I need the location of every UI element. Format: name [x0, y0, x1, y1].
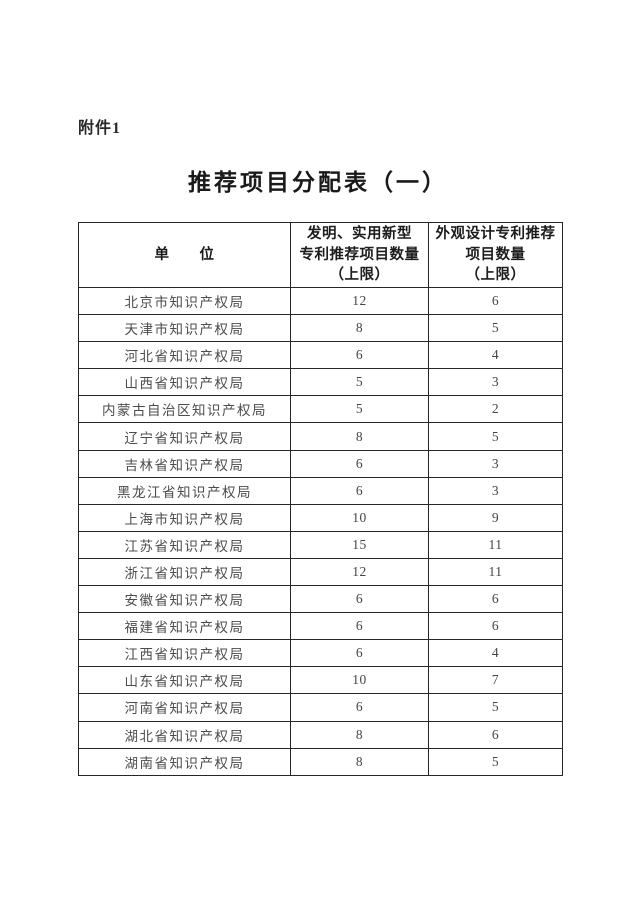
unit-cell: 北京市知识产权局: [78, 286, 291, 316]
design-quota-cell: 6: [428, 585, 563, 614]
invention-quota-cell: 10: [290, 503, 429, 532]
design-quota-cell: 3: [428, 368, 563, 397]
table-row: 湖北省知识产权局 8 6: [78, 720, 563, 749]
header-unit: 单 位: [78, 222, 291, 288]
design-quota-cell: 5: [428, 422, 563, 451]
design-quota-cell: 6: [428, 612, 563, 641]
invention-quota-cell: 6: [290, 341, 429, 370]
unit-cell: 湖南省知识产权局: [78, 747, 291, 776]
table-row: 辽宁省知识产权局 8 5: [78, 422, 563, 451]
unit-cell: 河北省知识产权局: [78, 341, 291, 370]
table-row: 北京市知识产权局 12 6: [78, 286, 563, 316]
invention-quota-cell: 6: [290, 476, 429, 505]
invention-quota-cell: 5: [290, 368, 429, 397]
table-row: 江苏省知识产权局 15 11: [78, 530, 563, 559]
invention-quota-cell: 6: [290, 585, 429, 614]
unit-cell: 浙江省知识产权局: [78, 558, 291, 587]
table-row: 福建省知识产权局 6 6: [78, 612, 563, 641]
header-row: 单 位 发明、实用新型 专利推荐项目数量 （上限） 外观设计专利推荐 项目数量 …: [78, 222, 563, 288]
invention-quota-cell: 8: [290, 747, 429, 776]
table-body: 北京市知识产权局 12 6 天津市知识产权局 8 5 河北省知识产权局 6 4 山西省知识产权局 5…: [78, 286, 563, 776]
header-invention-quota: 发明、实用新型 专利推荐项目数量 （上限）: [290, 222, 429, 288]
design-quota-cell: 3: [428, 476, 563, 505]
design-quota-cell: 5: [428, 747, 563, 776]
design-quota-cell: 11: [428, 558, 563, 587]
table-row: 山西省知识产权局 5 3: [78, 368, 563, 397]
unit-cell: 湖北省知识产权局: [78, 720, 291, 749]
unit-cell: 辽宁省知识产权局: [78, 422, 291, 451]
unit-cell: 上海市知识产权局: [78, 503, 291, 532]
design-quota-cell: 4: [428, 341, 563, 370]
invention-quota-cell: 12: [290, 286, 429, 316]
page-title: 推荐项目分配表（一）: [188, 170, 448, 195]
table-row: 上海市知识产权局 10 9: [78, 503, 563, 532]
unit-cell: 山东省知识产权局: [78, 666, 291, 695]
table-row: 内蒙古自治区知识产权局 5 2: [78, 395, 563, 424]
unit-cell: 吉林省知识产权局: [78, 449, 291, 478]
unit-cell: 山西省知识产权局: [78, 368, 291, 397]
invention-quota-cell: 8: [290, 422, 429, 451]
design-quota-cell: 2: [428, 395, 563, 424]
allocation-table: 单 位 发明、实用新型 专利推荐项目数量 （上限） 外观设计专利推荐 项目数量 …: [78, 222, 563, 776]
table-row: 浙江省知识产权局 12 11: [78, 558, 563, 587]
design-quota-cell: 5: [428, 693, 563, 722]
design-quota-cell: 11: [428, 530, 563, 559]
table-header: 单 位 发明、实用新型 专利推荐项目数量 （上限） 外观设计专利推荐 项目数量 …: [78, 222, 563, 288]
invention-quota-cell: 6: [290, 612, 429, 641]
unit-cell: 内蒙古自治区知识产权局: [78, 395, 291, 424]
invention-quota-cell: 15: [290, 530, 429, 559]
table-row: 河南省知识产权局 6 5: [78, 693, 563, 722]
invention-quota-cell: 6: [290, 693, 429, 722]
table-row: 山东省知识产权局 10 7: [78, 666, 563, 695]
unit-cell: 河南省知识产权局: [78, 693, 291, 722]
unit-cell: 江苏省知识产权局: [78, 530, 291, 559]
table-row: 黑龙江省知识产权局 6 3: [78, 476, 563, 505]
invention-quota-cell: 8: [290, 314, 429, 343]
header-design-quota: 外观设计专利推荐 项目数量 （上限）: [428, 222, 563, 288]
design-quota-cell: 7: [428, 666, 563, 695]
invention-quota-cell: 6: [290, 639, 429, 668]
design-quota-cell: 6: [428, 286, 563, 316]
invention-quota-cell: 8: [290, 720, 429, 749]
unit-cell: 天津市知识产权局: [78, 314, 291, 343]
unit-cell: 福建省知识产权局: [78, 612, 291, 641]
invention-quota-cell: 5: [290, 395, 429, 424]
unit-cell: 黑龙江省知识产权局: [78, 476, 291, 505]
table-row: 安徽省知识产权局 6 6: [78, 585, 563, 614]
unit-cell: 江西省知识产权局: [78, 639, 291, 668]
table-row: 吉林省知识产权局 6 3: [78, 449, 563, 478]
design-quota-cell: 6: [428, 720, 563, 749]
attachment-label: 附件1: [78, 120, 122, 137]
table-row: 湖南省知识产权局 8 5: [78, 747, 563, 776]
design-quota-cell: 3: [428, 449, 563, 478]
table-row: 河北省知识产权局 6 4: [78, 341, 563, 370]
table-row: 天津市知识产权局 8 5: [78, 314, 563, 343]
invention-quota-cell: 12: [290, 558, 429, 587]
table-row: 江西省知识产权局 6 4: [78, 639, 563, 668]
design-quota-cell: 4: [428, 639, 563, 668]
design-quota-cell: 9: [428, 503, 563, 532]
design-quota-cell: 5: [428, 314, 563, 343]
invention-quota-cell: 6: [290, 449, 429, 478]
unit-cell: 安徽省知识产权局: [78, 585, 291, 614]
invention-quota-cell: 10: [290, 666, 429, 695]
